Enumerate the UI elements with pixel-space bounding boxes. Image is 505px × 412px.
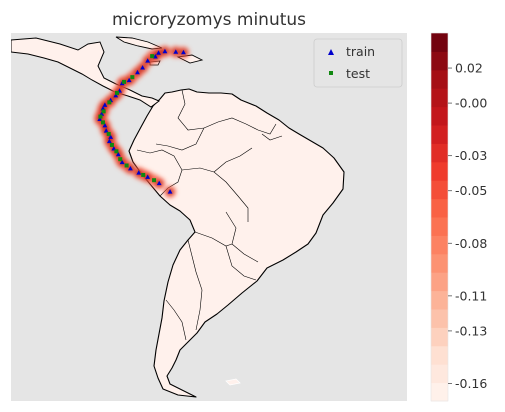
colorbar-segment [431,161,448,181]
test-point [124,163,129,168]
colorbar-segment [431,125,448,144]
colorbar-segment [431,253,448,273]
occurrence-points [97,48,186,194]
legend: train test [313,38,403,88]
train-point [126,77,132,83]
colorbar-tick-label: -0.11 [455,288,487,303]
test-point [118,157,123,162]
train-point [102,102,108,107]
falklands-land [225,378,241,386]
train-point [135,69,140,75]
train-point [162,48,168,54]
train-point [145,174,151,179]
colorbar-segment [431,290,448,310]
train-point [97,116,103,122]
colorbar-tick-label: -0.03 [455,148,487,163]
test-point [101,109,106,114]
legend-box [313,38,403,88]
colorbar-segment [431,382,448,402]
colorbar-segment [431,309,448,328]
colorbar-segment [431,88,448,108]
test-point [106,131,111,136]
chart-title: microryzomys minutus [112,10,306,30]
test-point [107,100,112,105]
train-point [156,50,161,55]
test-point [100,120,105,125]
test-point [115,90,120,95]
train-point [102,122,108,128]
train-point [103,128,109,133]
country-borders [136,89,283,341]
test-point [141,172,146,177]
south-america-land [128,88,345,398]
test-point [109,142,114,147]
train-point [136,170,142,175]
train-point [181,49,186,55]
colorbar-segment [431,106,448,126]
colorbar-segment [431,235,448,255]
colorbar-segment [431,51,448,71]
colorbar-tick-label: -0.16 [455,376,487,391]
legend-train-marker [328,49,334,55]
test-point [130,75,135,80]
test-point [98,114,103,119]
test-point [150,54,155,59]
colorbar-segment [431,345,448,365]
train-point [128,166,133,171]
colorbar-segment [431,33,448,52]
test-point [152,178,157,183]
legend-train-label: train [346,44,375,59]
train-point [145,58,151,63]
train-point [167,189,173,194]
colorbar-frame [430,32,449,402]
test-point [114,149,119,154]
train-point [140,65,145,70]
colorbar-segment [431,272,448,292]
legend-test-marker [329,71,333,75]
colorbar-tick-label: -0.13 [455,323,487,338]
colorbar-tick-label: -0.05 [455,183,487,198]
colorbar-segment [431,364,448,384]
train-point [113,92,119,98]
train-point [156,180,162,186]
train-point [106,138,112,144]
colorbar-tick-label: -0.00 [455,96,487,111]
colorbar-segment [431,180,448,200]
colorbar-tick-label: 0.02 [455,61,483,76]
test-point [122,79,127,84]
train-point [115,151,121,157]
train-point [119,159,125,165]
train-point [108,134,114,139]
colorbar-tick-label: -0.08 [455,236,487,251]
colorbar-segment [431,69,448,89]
colorbar-segment [431,198,448,218]
legend-test-label: test [346,66,370,81]
colorbar: 0.02 -0.00 -0.03 -0.05 -0.08 -0.11 -0.13 -0.16 [430,32,487,402]
colorbar-segment [431,327,448,347]
train-point [173,49,179,54]
colorbar-segment [431,143,448,163]
colorbar-segment [431,217,448,236]
